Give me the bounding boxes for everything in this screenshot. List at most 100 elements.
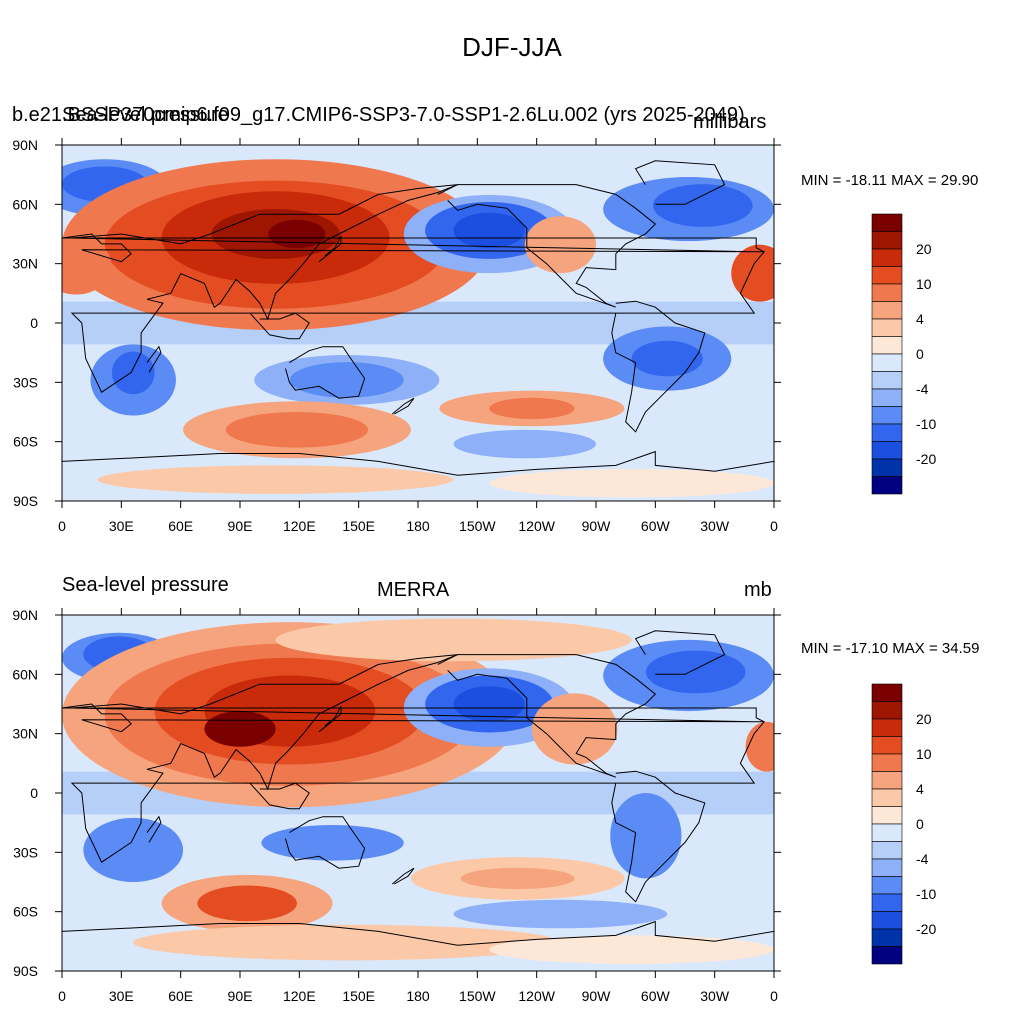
colorbar-label: 0: [916, 346, 924, 362]
field-contour: [204, 711, 276, 747]
panel2-center-title: MERRA: [377, 579, 450, 601]
coastline: [62, 920, 774, 946]
colorbar-box: [871, 823, 903, 842]
colorbar-box: [871, 283, 903, 302]
field-contour: [745, 721, 774, 772]
lon-tick-label: 120W: [518, 518, 555, 534]
coastline: [437, 654, 657, 778]
colorbar-label: -20: [916, 921, 936, 937]
field-contour: [62, 237, 112, 295]
field-contour: [197, 885, 297, 922]
lat-tick-label: 30S: [13, 374, 38, 390]
field-contour: [453, 899, 668, 929]
colorbar-box: [871, 911, 903, 930]
map-panel-2: 0 30E 60E 90E 120E 150E 180 150W 120W 90W 60W 30W 0 9…: [12, 607, 936, 1004]
coastline: [249, 782, 310, 810]
contour-field: [62, 145, 774, 501]
colorbar-box: [871, 231, 903, 250]
field-contour: [610, 793, 682, 879]
lat-tick-label: 60S: [13, 904, 38, 920]
coastline: [611, 300, 706, 433]
colorbar-label: -20: [916, 451, 936, 467]
field-contour: [489, 397, 575, 420]
field-contour: [268, 219, 326, 249]
colorbar-box: [871, 371, 903, 390]
field-contour: [261, 825, 404, 861]
panel1-overlapping-variable-title: Sea-level pressure: [62, 104, 229, 126]
colorbar-box: [871, 266, 903, 285]
colorbar-box: [871, 441, 903, 460]
field-contour: [275, 618, 632, 662]
colorbar-label: 4: [916, 781, 924, 797]
lon-tick-label: 120W: [518, 988, 555, 1004]
field-contour: [631, 340, 703, 377]
colorbar-label: -4: [916, 381, 929, 397]
lon-tick-label: 180: [406, 988, 430, 1004]
lon-tick-label: 150W: [459, 988, 496, 1004]
colorbar-label: 20: [916, 711, 932, 727]
colorbar-box: [871, 771, 903, 790]
panel1-units-title: millibars: [693, 111, 767, 133]
lon-tick-label: 90W: [582, 518, 612, 534]
lon-tick-label: 0: [58, 518, 66, 534]
colorbar-box: [871, 301, 903, 320]
colorbar-box: [871, 753, 903, 772]
lon-tick-label: 30W: [700, 988, 730, 1004]
lon-tick-label: 90E: [228, 518, 253, 534]
colorbar-label: -10: [916, 886, 936, 902]
field-contour: [453, 429, 596, 459]
colorbar-box: [871, 718, 903, 737]
coastline: [146, 345, 162, 373]
lon-tick-label: 0: [58, 988, 66, 1004]
lon-tick-label: 60W: [641, 988, 671, 1004]
coastline: [391, 397, 415, 415]
colorbar-box: [871, 406, 903, 425]
colorbar-label: 20: [916, 241, 932, 257]
lon-tick-label: 120E: [283, 988, 316, 1004]
panel2-min-max: MIN = -17.10 MAX = 34.59: [801, 640, 980, 657]
lat-tick-label: 90N: [12, 607, 38, 623]
coastline: [611, 770, 706, 903]
colorbar-box: [871, 876, 903, 895]
lat-tick-label: 30N: [12, 256, 38, 272]
colorbar-box: [871, 946, 903, 965]
lon-tick-label: 150E: [342, 988, 375, 1004]
field-contour: [133, 924, 561, 961]
colorbar-label: 0: [916, 816, 924, 832]
colorbar-box: [871, 213, 903, 232]
lat-tick-label: 60N: [12, 196, 38, 212]
colorbar-box: [871, 458, 903, 477]
colorbar-box: [871, 353, 903, 372]
coastline: [634, 160, 726, 205]
colorbar-box: [871, 701, 903, 720]
colorbar-label: -4: [916, 851, 929, 867]
colorbar-box: [871, 248, 903, 267]
lat-tick-label: 60S: [13, 434, 38, 450]
field-contour: [289, 362, 404, 398]
coastline: [437, 184, 657, 308]
contour-field: [62, 615, 774, 971]
lon-tick-label: 30W: [700, 518, 730, 534]
lon-tick-label: 60W: [641, 518, 671, 534]
field-contour: [531, 693, 618, 765]
coastline: [146, 815, 162, 843]
colorbar-box: [871, 893, 903, 912]
colorbar-box: [871, 388, 903, 407]
panel1-left-title: b.e21.BSSP370cmip6.f09_g17.CMIP6-SSP3-7.…: [12, 104, 745, 126]
lon-tick-label: 0: [770, 518, 778, 534]
colorbar-box: [871, 318, 903, 337]
figure-title: DJF-JJA: [462, 32, 562, 62]
lon-tick-label: 60E: [168, 518, 193, 534]
lon-tick-label: 90E: [228, 988, 253, 1004]
lat-tick-label: 90S: [13, 493, 38, 509]
lon-tick-label: 30E: [109, 988, 134, 1004]
colorbar-box: [871, 841, 903, 860]
panel2-left-title: Sea-level pressure: [62, 574, 229, 596]
lat-tick-label: 30S: [13, 844, 38, 860]
colorbar-label: 4: [916, 311, 924, 327]
colorbar-box: [871, 858, 903, 877]
lat-tick-label: 90S: [13, 963, 38, 979]
field-contour: [652, 184, 753, 227]
colorbar-label: 10: [916, 746, 932, 762]
